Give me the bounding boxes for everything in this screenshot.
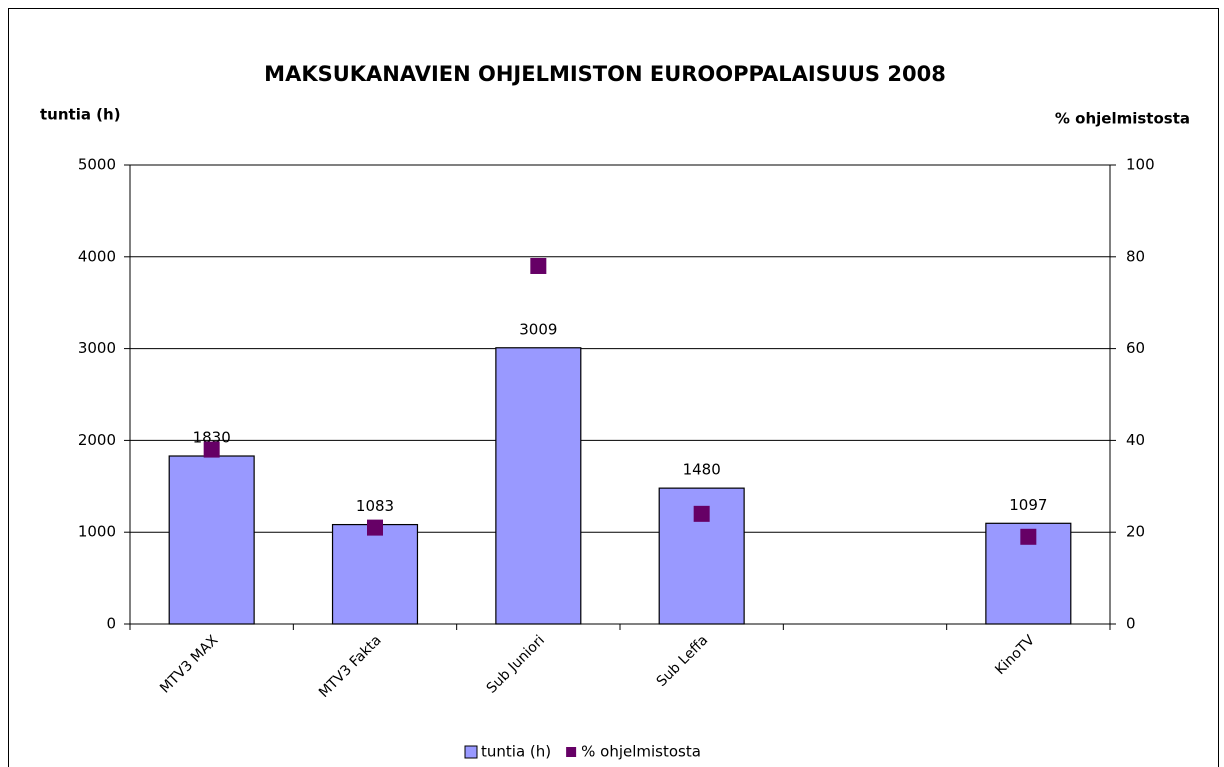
legend-swatch — [464, 745, 478, 759]
marker — [203, 441, 220, 458]
legend-label: % ohjelmistosta — [581, 743, 701, 761]
legend-swatch — [566, 747, 577, 757]
marker — [367, 519, 383, 536]
bar — [495, 347, 582, 625]
y-tick-label: 5000 — [78, 156, 116, 174]
chart-title: MAKSUKANAVIEN OHJELMISTON EUROOPPALAISUU… — [264, 62, 946, 86]
y-tick-label: 0 — [106, 615, 116, 633]
data-label: 3009 — [519, 320, 557, 338]
y2-tick-label: 80 — [1126, 247, 1145, 265]
y2-tick-label: 100 — [1126, 156, 1155, 174]
bar — [168, 455, 255, 625]
y2-tick-label: 0 — [1126, 615, 1136, 633]
y2-tick-label: 60 — [1126, 339, 1145, 357]
chart-frame — [8, 8, 1219, 767]
data-label: 1830 — [193, 429, 231, 447]
y2-tick-label: 40 — [1126, 431, 1145, 449]
y2-axis-title: % ohjelmistosta — [1055, 110, 1190, 128]
data-label: 1083 — [356, 497, 394, 515]
bar — [331, 523, 419, 625]
y-tick-label: 1000 — [78, 523, 116, 541]
data-label: 1097 — [1009, 496, 1047, 514]
y-tick-label: 2000 — [78, 431, 116, 449]
data-label: 1480 — [683, 461, 721, 479]
marker — [1020, 528, 1037, 545]
marker — [530, 257, 547, 274]
y-tick-label: 4000 — [78, 247, 116, 265]
y2-tick-label: 20 — [1126, 523, 1145, 541]
marker — [693, 505, 710, 522]
legend-label: tuntia (h) — [481, 743, 551, 761]
y-tick-label: 3000 — [78, 339, 116, 357]
y-axis-title: tuntia (h) — [40, 106, 121, 124]
